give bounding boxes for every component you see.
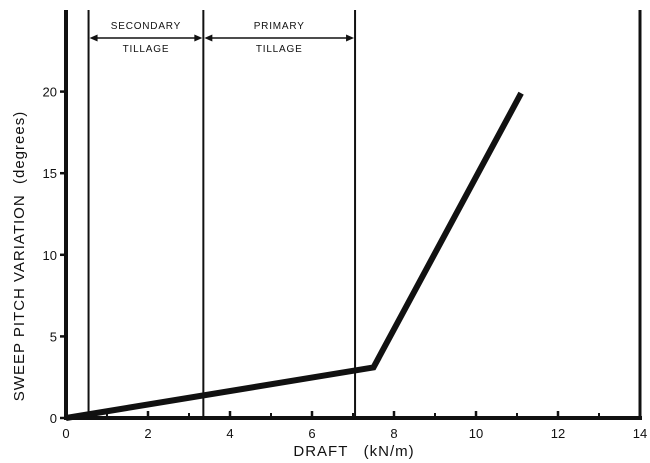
region-label-line1: PRIMARY: [254, 21, 305, 32]
series-line: [65, 91, 524, 421]
tillage-regions: SECONDARY TILLAGE PRIMARY TILLAGE: [87, 10, 357, 418]
x-tick-label: 4: [226, 426, 233, 441]
y-axis-label: SWEEP PITCH VARIATION (degrees): [11, 111, 28, 401]
y-tick-label: 0: [50, 411, 57, 426]
series-group: [65, 91, 524, 421]
x-tick-label: 6: [308, 426, 315, 441]
y-tick-label: 10: [43, 248, 57, 263]
y-tick-label: 15: [43, 166, 57, 181]
x-tick-label: 8: [390, 426, 397, 441]
region-arrow-head-left: [89, 34, 98, 42]
region-arrow-head-right: [194, 34, 203, 42]
x-tick-label: 10: [469, 426, 483, 441]
x-tick-label: 2: [144, 426, 151, 441]
y-axis-ticks: 0 5 10 15 20: [43, 85, 66, 426]
x-axis-label: DRAFT (kN/m): [293, 443, 414, 460]
plot-frame: [64, 10, 642, 420]
region-label-line2: TILLAGE: [123, 44, 170, 55]
region-label-line2: TILLAGE: [256, 44, 303, 55]
x-tick-label: 14: [633, 426, 647, 441]
y-tick-label: 20: [43, 85, 57, 100]
x-tick-label: 0: [62, 426, 69, 441]
region-arrow-head-left: [204, 34, 213, 42]
region-arrow-head-right: [346, 34, 355, 42]
x-axis-ticks: 0 2 4 6 8 10 12 14: [62, 411, 647, 441]
region-label-line1: SECONDARY: [111, 21, 181, 32]
y-tick-label: 5: [50, 329, 57, 344]
x-tick-label: 12: [551, 426, 565, 441]
